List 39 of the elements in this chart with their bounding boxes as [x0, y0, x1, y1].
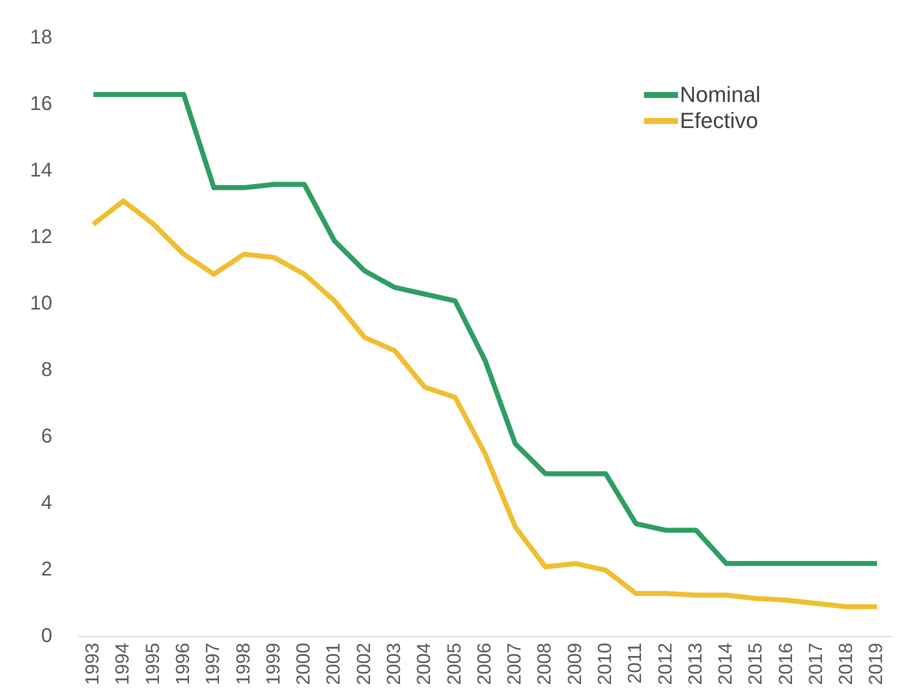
x-tick-label: 2016 — [776, 642, 797, 686]
y-tick-label: 12 — [30, 226, 52, 248]
x-tick-label: 2005 — [444, 642, 466, 686]
x-tick-label: 2004 — [414, 642, 436, 686]
legend-label: Nominal — [680, 82, 761, 108]
x-tick-label: 2010 — [594, 642, 616, 686]
x-tick-label: 2017 — [806, 642, 827, 686]
x-tick-label: 1998 — [233, 642, 254, 686]
x-tick-label: 2003 — [384, 642, 405, 686]
x-tick-label: 2014 — [716, 642, 737, 686]
y-tick-label: 14 — [30, 160, 52, 182]
x-tick-label: 2001 — [324, 642, 345, 686]
x-tick-label: 1997 — [203, 642, 224, 686]
x-tick-label: 2019 — [866, 642, 888, 686]
x-tick-label: 2007 — [504, 642, 526, 686]
x-tick-label: 1996 — [172, 642, 194, 686]
x-tick-label: 1999 — [263, 642, 284, 686]
y-tick-label: 16 — [30, 93, 52, 116]
y-tick-label: 0 — [41, 625, 52, 648]
x-tick-label: 2009 — [564, 642, 586, 686]
y-tick-label: 10 — [30, 292, 52, 315]
x-tick-label: 2015 — [746, 642, 767, 686]
y-tick-label: 2 — [41, 558, 52, 581]
x-tick-label: 1993 — [82, 642, 104, 686]
y-tick-label: 6 — [41, 426, 52, 448]
x-tick-label: 2011 — [625, 642, 646, 684]
x-tick-label: 2006 — [474, 642, 496, 686]
x-tick-label: 1995 — [142, 642, 164, 686]
x-tick-label: 2000 — [294, 642, 315, 686]
x-tick-label: 2013 — [685, 642, 706, 686]
legend-label: Efectivo — [680, 108, 758, 134]
x-tick-label: 1994 — [112, 642, 134, 686]
x-tick-label: 2008 — [534, 642, 556, 686]
y-tick-label: 4 — [41, 492, 52, 514]
x-tick-label: 2018 — [836, 642, 858, 686]
y-tick-label: 18 — [30, 26, 52, 49]
x-tick-label: 2002 — [354, 642, 375, 686]
y-tick-label: 8 — [41, 359, 52, 382]
x-tick-label: 2012 — [655, 642, 676, 686]
